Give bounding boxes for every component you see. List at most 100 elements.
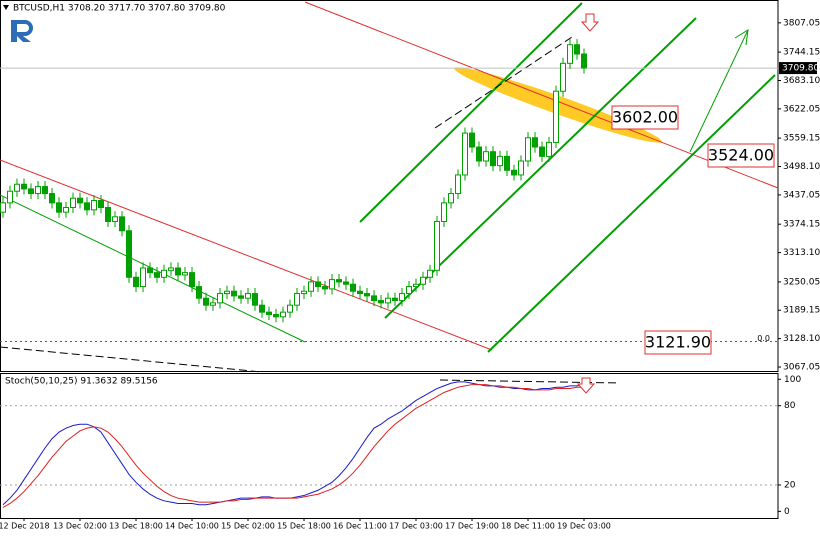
- x-tick-label: 15 Dec 02:00: [221, 522, 275, 531]
- candle-body: [504, 155, 510, 171]
- y-tick-label: 3559.15: [783, 134, 820, 144]
- candle-body: [49, 193, 55, 204]
- candle-body: [105, 207, 111, 222]
- candle-body: [350, 283, 356, 292]
- candle-body: [287, 304, 293, 313]
- stoch-pane-frame: [0, 373, 779, 519]
- candle-body: [553, 90, 559, 143]
- candle-body: [224, 290, 230, 295]
- level-label: 0.0: [757, 334, 770, 343]
- candle-body: [168, 267, 174, 271]
- candle-body: [161, 269, 167, 278]
- dashed-line: [434, 34, 576, 129]
- candle-body: [455, 174, 461, 195]
- candle-body: [280, 311, 286, 318]
- trend-line: [0, 159, 493, 351]
- candle-body: [441, 202, 447, 222]
- candle-body: [21, 183, 27, 190]
- candle-body: [154, 272, 160, 278]
- candle-body: [210, 302, 216, 306]
- candle-body: [14, 183, 20, 192]
- x-tick-label: 14 Dec 10:00: [165, 522, 219, 531]
- y-tick-label: 3250.05: [783, 277, 820, 287]
- down-arrow: [580, 13, 600, 32]
- candle-body: [490, 151, 496, 167]
- candle-body: [406, 286, 412, 295]
- candle-body: [0, 202, 6, 213]
- price-label-box: [611, 105, 679, 130]
- candle-body: [35, 186, 41, 195]
- candle-body: [203, 297, 209, 306]
- candle-body: [329, 279, 335, 290]
- candle-body: [539, 146, 545, 157]
- x-tick-label: 13 Dec 18:00: [109, 522, 163, 531]
- price-label: 3524.00: [708, 146, 774, 165]
- candle-body: [91, 200, 97, 211]
- arrow-line: [689, 29, 749, 153]
- candle-body: [378, 300, 384, 304]
- symbol-header: BTCUSD,H1 3708.20 3717.70 3707.80 3709.8…: [13, 4, 226, 14]
- x-tick-label: 17 Dec 19:00: [445, 522, 499, 531]
- candle-body: [112, 216, 118, 222]
- y-tick-label: 3067.05: [783, 363, 820, 373]
- candle-body: [245, 293, 251, 299]
- x-tick-label: 18 Dec 11:00: [501, 522, 555, 531]
- y-tick-label: 100: [784, 375, 801, 385]
- candle-body: [476, 146, 482, 162]
- y-tick-label: 80: [784, 401, 796, 411]
- candle-body: [420, 276, 426, 285]
- candle-body: [56, 202, 62, 213]
- candle-body: [301, 290, 307, 295]
- candle-body: [140, 267, 146, 288]
- stoch-header: Stoch(50,10,25) 91.3632 89.5156: [5, 377, 158, 387]
- candle-body: [308, 281, 314, 292]
- candle-body: [434, 220, 440, 271]
- candle-body: [7, 190, 13, 204]
- candle-body: [196, 286, 202, 299]
- last-price-label: 3709.80: [782, 64, 819, 74]
- y-tick-label: 3622.05: [783, 104, 820, 114]
- symbol-dropdown-icon[interactable]: [3, 5, 9, 10]
- candle-body: [497, 155, 503, 167]
- candle-body: [70, 197, 76, 209]
- candle-body: [469, 132, 475, 148]
- arrow-head: [734, 29, 749, 46]
- candle-body: [567, 44, 573, 64]
- y-tick-label: 3498.10: [783, 162, 820, 172]
- logo: [11, 20, 33, 42]
- candle-body: [315, 281, 321, 288]
- y-tick-label: 3807.05: [783, 18, 820, 28]
- candle-body: [462, 132, 468, 176]
- candle-body: [399, 293, 405, 302]
- candle-body: [238, 295, 244, 299]
- candle-body: [385, 297, 391, 304]
- candle-body: [518, 160, 524, 176]
- candle-body: [259, 304, 265, 313]
- candle-body: [581, 53, 587, 69]
- candle-body: [182, 272, 188, 276]
- y-tick-label: 3744.15: [783, 48, 820, 58]
- x-tick-label: 17 Dec 03:00: [389, 522, 443, 531]
- candle-body: [42, 186, 48, 195]
- candle-body: [98, 200, 104, 209]
- candle-body: [511, 169, 517, 176]
- down-arrow: [576, 377, 596, 394]
- stoch-line: [2, 384, 584, 508]
- x-tick-label: 19 Dec 03:00: [557, 522, 611, 531]
- price-label: 3121.90: [645, 333, 711, 352]
- candle-body: [273, 313, 279, 318]
- candle-body: [119, 216, 125, 232]
- candle-body: [560, 62, 566, 92]
- candle-body: [294, 293, 300, 306]
- candle-body: [133, 276, 139, 288]
- candle-body: [189, 272, 195, 288]
- candle-body: [28, 188, 34, 195]
- candle-body: [448, 193, 454, 204]
- dashed-line: [0, 346, 263, 373]
- candle-body: [84, 202, 90, 211]
- candle-body: [574, 44, 580, 55]
- candle-body: [63, 207, 69, 213]
- candle-body: [175, 267, 181, 276]
- candle-body: [217, 293, 223, 304]
